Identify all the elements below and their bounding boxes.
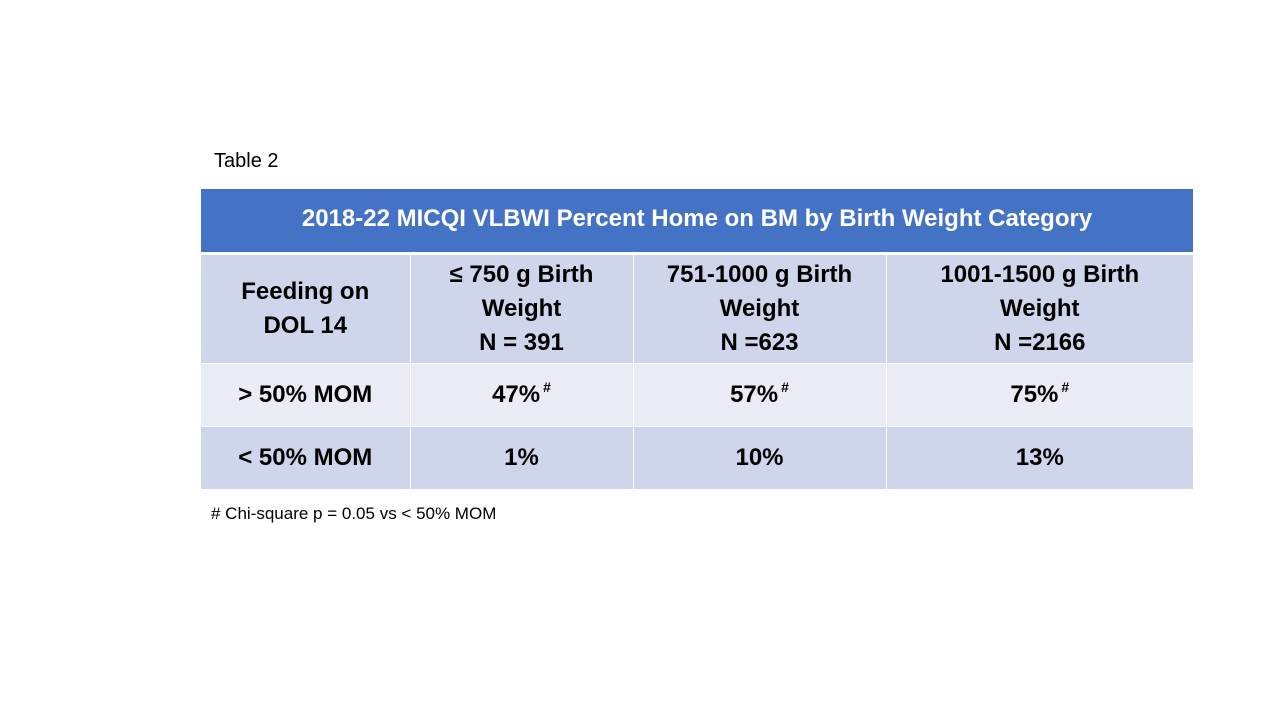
table-cell: 57% # <box>633 363 887 427</box>
table-title: 2018-22 MICQI VLBWI Percent Home on BM b… <box>201 189 1194 255</box>
table-cell: 1% <box>410 426 634 489</box>
header-line: Feeding on <box>241 278 370 305</box>
header-feeding: Feeding on DOL 14 <box>201 253 411 364</box>
header-line: N =2166 <box>994 329 1086 356</box>
table-cell: 75% # <box>886 363 1194 427</box>
header-line: DOL 14 <box>263 312 348 339</box>
header-line: Weight <box>1000 295 1080 322</box>
table-cell: 10% <box>633 426 887 489</box>
significance-mark: # <box>781 379 789 395</box>
cell-value: 75% <box>1010 381 1059 408</box>
header-751-1000g: 751-1000 g Birth Weight N =623 <box>633 253 887 364</box>
cell-value: 1% <box>504 444 539 471</box>
header-line: N =623 <box>720 329 799 356</box>
header-line: Weight <box>719 295 800 322</box>
header-line: ≤ 750 g Birth <box>449 261 594 288</box>
header-1001-1500g: 1001-1500 g Birth Weight N =2166 <box>886 253 1194 364</box>
header-line: Weight <box>481 295 562 322</box>
table-cell: 13% <box>886 426 1194 489</box>
cell-value: 47% <box>492 381 541 408</box>
cell-value: 10% <box>735 444 784 471</box>
header-line: N = 391 <box>479 329 564 356</box>
title-row: 2018-22 MICQI VLBWI Percent Home on BM b… <box>201 189 1194 255</box>
header-line: 1001-1500 g Birth <box>940 261 1140 288</box>
table-cell: 47% # <box>410 363 634 427</box>
significance-mark: # <box>543 379 551 395</box>
footnote: # Chi-square p = 0.05 vs < 50% MOM <box>211 504 497 523</box>
table-row: > 50% MOM 47% # 57% # 75% # <box>201 363 1194 427</box>
header-750g: ≤ 750 g Birth Weight N = 391 <box>410 253 634 364</box>
header-row: Feeding on DOL 14 ≤ 750 g Birth Weight N… <box>201 253 1194 364</box>
row-label: > 50% MOM <box>201 363 411 427</box>
cell-value: 13% <box>1015 444 1064 471</box>
table-row: < 50% MOM 1% 10% 13% <box>201 426 1194 489</box>
significance-mark: # <box>1061 379 1070 395</box>
header-line: 751-1000 g Birth <box>666 261 853 288</box>
row-label: < 50% MOM <box>201 426 411 489</box>
data-table: 2018-22 MICQI VLBWI Percent Home on BM b… <box>201 189 1194 489</box>
table-caption: Table 2 <box>214 150 279 172</box>
cell-value: 57% <box>730 381 779 408</box>
